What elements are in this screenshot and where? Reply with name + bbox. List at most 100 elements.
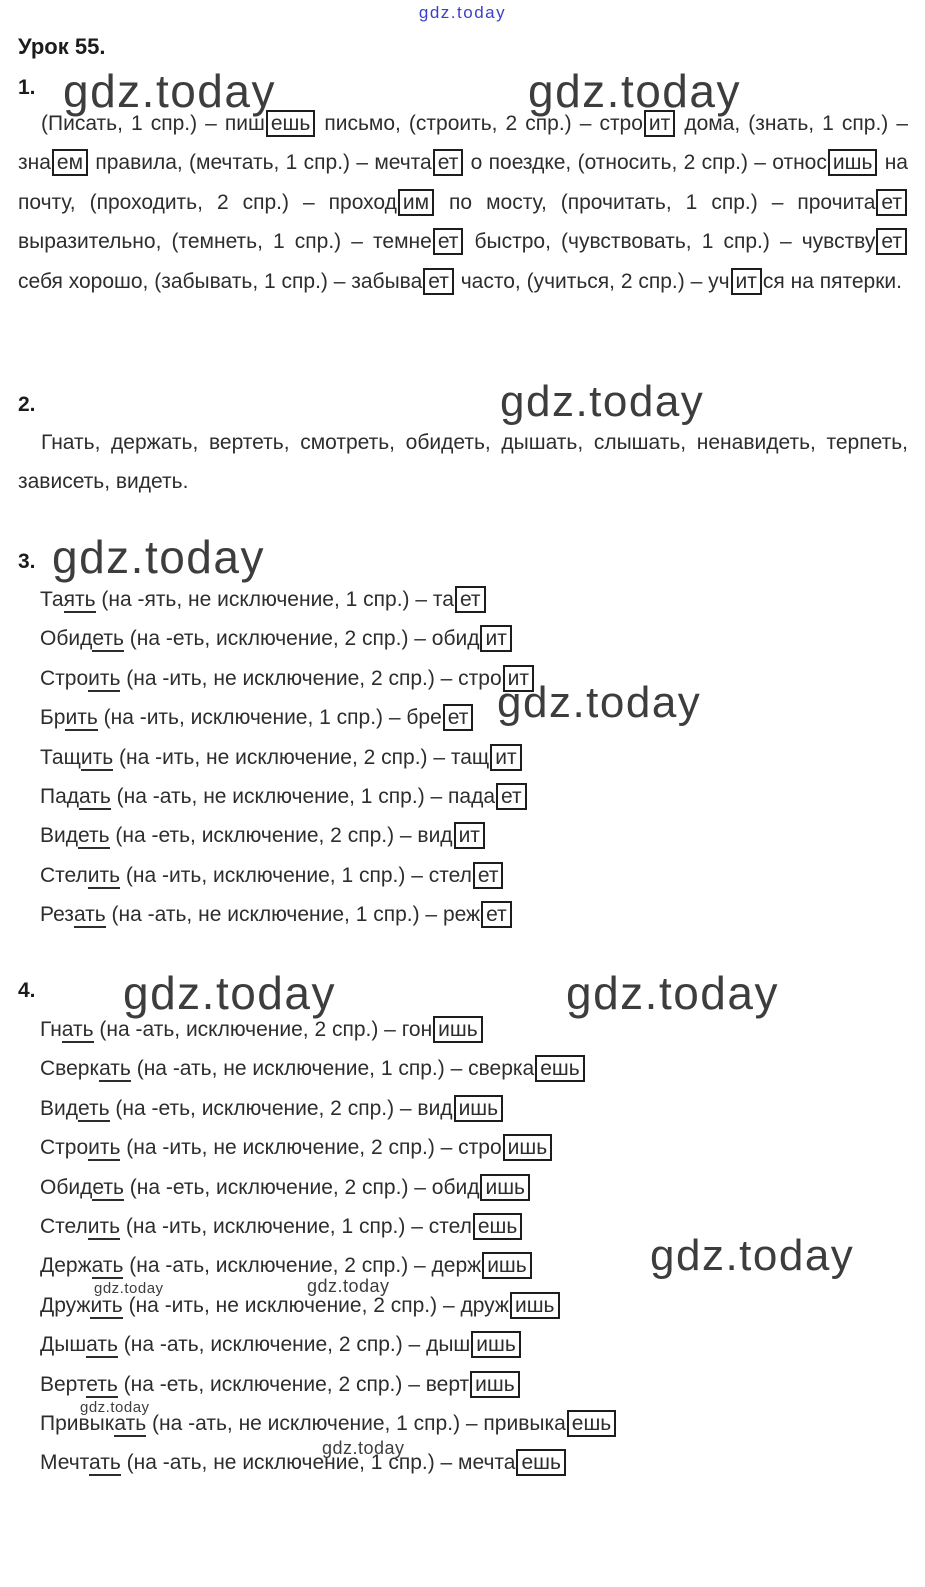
boxed-ending: ишь — [480, 1173, 531, 1201]
text-run: (на -ить, не исключение, 2 спр.) – стро — [120, 666, 502, 690]
exercise-1-number: 1. — [18, 76, 36, 99]
boxed-ending: ешь — [472, 1213, 523, 1241]
text-run: Пад — [40, 785, 80, 809]
text-run: (на -ить, не исключение, 2 спр.) – друж — [122, 1293, 509, 1317]
watermark-text: gdz.today — [566, 967, 779, 1019]
text-run: правила, (мечтать, 1 спр.) – мечта — [89, 151, 432, 175]
text-run: (на -ить, исключение, 1 спр.) – стел — [120, 863, 472, 887]
underlined-suffix: ать — [86, 1333, 118, 1359]
underlined-suffix: ить — [87, 863, 121, 889]
underlined-suffix: ать — [61, 1018, 94, 1043]
text-run: Привык — [40, 1412, 115, 1436]
text-run: (на -ить, исключение, 1 спр.) – стел — [120, 1215, 472, 1239]
text-run: Стро — [40, 666, 89, 690]
text-run: письмо, (строить, 2 спр.) – стро — [316, 112, 643, 135]
text-run: по мосту, (прочитать, 1 спр.) – прочита — [435, 190, 876, 214]
boxed-ending: ишь — [470, 1370, 520, 1398]
exercise-3-number: 3. — [18, 550, 36, 573]
conjugation-line: Дышать (на -ать, исключение, 2 спр.) – д… — [40, 1325, 617, 1364]
text-run: быстро, (чувствовать, 1 спр.) – чувству — [464, 230, 876, 254]
conjugation-line: Сверкать (на -ать, не исключение, 1 спр.… — [40, 1049, 617, 1088]
boxed-ending: ишь — [482, 1252, 532, 1280]
watermark-text: gdz.today — [528, 65, 741, 117]
boxed-ending: ет — [481, 901, 512, 929]
boxed-ending: ет — [454, 586, 486, 613]
exercise-4-number: 4. — [18, 979, 36, 1002]
conjugation-line: Резать (на -ать, не исключение, 1 спр.) … — [40, 895, 535, 934]
text-run: (на -ать, исключение, 2 спр.) – гон — [93, 1018, 433, 1041]
watermark-text: gdz.today — [94, 1280, 164, 1297]
exercise-2-paragraph: Гнать, держать, вертеть, смотреть, обиде… — [18, 423, 908, 502]
conjugation-line: Тащить (на -ить, не исключение, 2 спр.) … — [40, 738, 535, 777]
conjugation-line: Мечтать (на -ать, не исключение, 1 спр.)… — [40, 1443, 617, 1482]
text-run: Обид — [40, 627, 93, 651]
text-run: дома, (знать, 1 спр.) – зна — [18, 112, 908, 175]
text-run: (на -ать, не исключение, 1 спр.) – реж — [105, 903, 481, 927]
boxed-ending: ешь — [516, 1449, 566, 1477]
exercise-4-list: Гнать (на -ать, исключение, 2 спр.) – го… — [40, 1010, 617, 1483]
text-run: на почту, (проходить, 2 спр.) – проход — [18, 151, 908, 214]
text-run: себя хорошо, (забывать, 1 спр.) – забыва — [18, 269, 423, 293]
watermark-text: gdz.today — [650, 1231, 855, 1280]
boxed-ending: ет — [472, 861, 504, 889]
boxed-ending: ит — [453, 822, 485, 850]
underlined-suffix: еть — [78, 1096, 110, 1122]
boxed-ending: ишь — [433, 1016, 483, 1043]
watermark-text: gdz.today — [322, 1438, 405, 1458]
underlined-suffix: ать — [89, 1451, 121, 1477]
conjugation-line: Держать (на -ать, исключение, 2 спр.) – … — [40, 1246, 617, 1285]
boxed-ending: ишь — [453, 1094, 504, 1122]
conjugation-line: Обидеть (на -еть, исключение, 2 спр.) – … — [40, 619, 535, 658]
exercise-2-number: 2. — [18, 393, 36, 416]
watermark-text: gdz.today — [500, 377, 705, 426]
text-run: (на -ать, исключение, 2 спр.) – держ — [123, 1254, 482, 1278]
text-run: (на -ать, не исключение, 1 спр.) – сверк… — [130, 1057, 535, 1081]
underlined-suffix: ить — [90, 1293, 123, 1319]
boxed-ending: ет — [442, 704, 474, 732]
text-run: (на -ить, не исключение, 2 спр.) – стро — [120, 1136, 502, 1160]
text-run: Стро — [40, 1136, 89, 1160]
site-link[interactable]: gdz.today — [418, 3, 507, 22]
text-run: часто, (учиться, 2 спр.) – уч — [454, 269, 730, 293]
boxed-ending: ишь — [509, 1291, 560, 1319]
underlined-suffix: еть — [92, 627, 124, 653]
underlined-suffix: еть — [86, 1372, 118, 1398]
boxed-ending: ит — [643, 110, 676, 137]
boxed-ending: ет — [876, 188, 907, 216]
boxed-ending: ишь — [502, 1134, 553, 1162]
underlined-suffix: ать — [79, 785, 111, 811]
text-run: Стел — [40, 1215, 88, 1239]
text-run: (на -ить, не исключение, 2 спр.) – тащ — [113, 745, 490, 769]
text-run: Та — [40, 588, 64, 611]
conjugation-line: Вертеть (на -еть, исключение, 2 спр.) – … — [40, 1365, 617, 1404]
boxed-ending: им — [397, 188, 435, 216]
text-run: Верт — [40, 1372, 87, 1396]
boxed-ending: ет — [432, 228, 464, 256]
text-run: (на -еть, исключение, 2 спр.) – вид — [109, 1096, 453, 1120]
text-run: Мечт — [40, 1451, 90, 1475]
text-run: Вид — [40, 824, 78, 848]
text-run: Дыш — [40, 1333, 87, 1357]
conjugation-line: Гнать (на -ать, исключение, 2 спр.) – го… — [40, 1010, 617, 1049]
text-run: (на -ать, не исключение, 1 спр.) – мечта — [120, 1451, 516, 1475]
text-run: Тащ — [40, 745, 81, 769]
underlined-suffix: ить — [88, 666, 121, 692]
conjugation-line: Дружить (на -ить, не исключение, 2 спр.)… — [40, 1286, 617, 1325]
text-run: (Писать, 1 спр.) – пиш — [41, 112, 265, 135]
underlined-suffix: ить — [65, 706, 98, 732]
boxed-ending: ит — [480, 625, 512, 653]
text-run: Бр — [40, 706, 66, 730]
conjugation-line: Видеть (на -еть, исключение, 2 спр.) – в… — [40, 816, 535, 855]
conjugation-line: Строить (на -ить, не исключение, 2 спр.)… — [40, 1128, 617, 1167]
underlined-suffix: ать — [99, 1057, 131, 1083]
conjugation-line: Привыкать (на -ать, не исключение, 1 спр… — [40, 1404, 617, 1443]
conjugation-line: Стелить (на -ить, исключение, 1 спр.) – … — [40, 1207, 617, 1246]
underlined-suffix: еть — [92, 1175, 124, 1201]
text-run: (на -ать, не исключение, 1 спр.) – пада — [110, 785, 496, 809]
text-run: Рез — [40, 903, 74, 927]
boxed-ending: ет — [432, 149, 464, 177]
boxed-ending: ет — [876, 228, 907, 256]
text-run: Держ — [40, 1254, 92, 1278]
exercise-1-paragraph: (Писать, 1 спр.) – пиш ешь письмо, (строи… — [18, 104, 908, 301]
